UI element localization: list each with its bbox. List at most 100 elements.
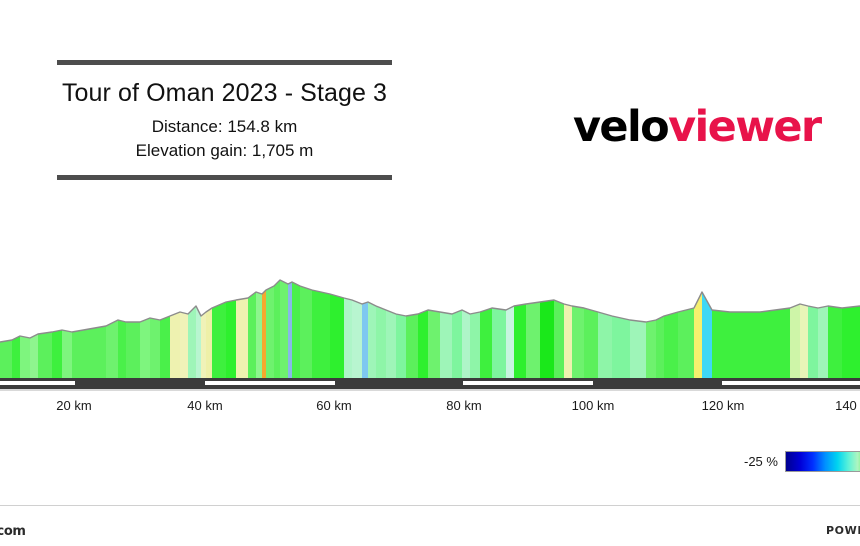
tick-label-2: 60 km bbox=[316, 398, 352, 413]
profile-segment bbox=[760, 308, 790, 378]
profile-segment bbox=[540, 300, 554, 378]
profile-segment bbox=[492, 308, 506, 378]
profile-segment bbox=[646, 320, 656, 378]
profile-segment bbox=[236, 298, 248, 378]
profile-segment bbox=[452, 310, 462, 378]
profile-segment bbox=[30, 334, 38, 378]
profile-segment bbox=[386, 310, 396, 378]
profile-outline-path bbox=[0, 279, 860, 343]
profile-segment bbox=[694, 292, 702, 378]
profile-segment bbox=[702, 292, 712, 378]
profile-segment bbox=[248, 292, 256, 378]
profile-segment bbox=[564, 304, 572, 378]
profile-segment bbox=[396, 314, 406, 378]
veloviewer-logo[interactable]: veloviewer bbox=[573, 106, 822, 149]
profile-segment bbox=[62, 330, 72, 378]
axis-tick-labels: 20 km 40 km 60 km 80 km 100 km 120 km 140 k bbox=[0, 398, 860, 418]
profile-segment bbox=[330, 294, 344, 378]
profile-segment bbox=[180, 312, 188, 378]
profile-segment bbox=[406, 314, 418, 378]
tick-label-5: 120 km bbox=[701, 398, 745, 413]
profile-segment bbox=[188, 306, 196, 378]
axis-underline bbox=[0, 389, 860, 391]
elevation-profile-chart[interactable] bbox=[0, 230, 860, 378]
axis-segment-0 bbox=[0, 381, 75, 385]
profile-segment bbox=[418, 310, 428, 378]
profile-segment bbox=[368, 302, 376, 378]
profile-segment bbox=[292, 282, 300, 378]
profile-segment bbox=[226, 300, 236, 378]
axis-segment-3 bbox=[722, 381, 860, 385]
footer-right-text: POWER bbox=[826, 524, 860, 537]
profile-gradient-bands bbox=[0, 280, 860, 378]
axis-segment-1 bbox=[205, 381, 335, 385]
profile-segment bbox=[52, 330, 62, 378]
profile-segment bbox=[170, 312, 180, 378]
tick-label-6: 140 k bbox=[835, 398, 860, 413]
profile-segment bbox=[656, 316, 664, 378]
profile-segment bbox=[828, 306, 842, 378]
profile-segment bbox=[800, 304, 808, 378]
distance-stat: Distance: 154.8 km bbox=[151, 116, 298, 136]
profile-segment bbox=[274, 280, 280, 378]
profile-segment bbox=[440, 312, 452, 378]
header-rule-top bbox=[57, 60, 392, 65]
profile-segment bbox=[790, 304, 800, 378]
profile-segment bbox=[572, 306, 584, 378]
profile-segment bbox=[288, 282, 292, 378]
profile-segment bbox=[818, 306, 828, 378]
distance-axis-bar bbox=[0, 378, 860, 389]
profile-segment bbox=[160, 316, 170, 378]
profile-segment bbox=[584, 308, 598, 378]
legend-gradient-bar bbox=[784, 450, 860, 472]
tick-label-0: 20 km bbox=[56, 398, 92, 413]
profile-segment bbox=[470, 312, 480, 378]
page-title: Tour of Oman 2023 - Stage 3 bbox=[61, 79, 388, 107]
elevation-gain-stat: Elevation gain: 1,705 m bbox=[135, 140, 314, 160]
profile-segment bbox=[526, 302, 540, 378]
profile-segment bbox=[140, 318, 150, 378]
profile-segment bbox=[12, 336, 20, 378]
footer-divider bbox=[0, 505, 860, 506]
profile-segment bbox=[554, 300, 564, 378]
profile-segment bbox=[730, 312, 760, 378]
logo-text-velo: velo bbox=[573, 102, 670, 152]
profile-segment bbox=[598, 312, 612, 378]
tick-label-3: 80 km bbox=[446, 398, 482, 413]
profile-segment bbox=[630, 320, 646, 378]
profile-segment bbox=[664, 312, 678, 378]
legend-min-label: -25 % bbox=[744, 453, 778, 469]
profile-segment bbox=[312, 290, 330, 378]
profile-segment bbox=[126, 322, 140, 378]
profile-segment bbox=[376, 306, 386, 378]
profile-segment bbox=[462, 310, 470, 378]
profile-segment bbox=[280, 280, 288, 378]
profile-segment bbox=[352, 300, 362, 378]
tick-label-1: 40 km bbox=[187, 398, 223, 413]
tick-label-4: 100 km bbox=[571, 398, 615, 413]
profile-segment bbox=[150, 318, 160, 378]
profile-segment bbox=[612, 316, 630, 378]
profile-segment bbox=[344, 298, 352, 378]
logo-text-viewer: viewer bbox=[668, 102, 822, 152]
profile-segment bbox=[196, 306, 201, 378]
profile-segment bbox=[300, 286, 312, 378]
footer-left-text[interactable]: .com bbox=[0, 524, 26, 539]
profile-segment bbox=[38, 332, 52, 378]
title-wrap: Tour of Oman 2023 - Stage 3 Distance: 15… bbox=[57, 65, 392, 175]
header-block: Tour of Oman 2023 - Stage 3 Distance: 15… bbox=[57, 60, 392, 180]
profile-segment bbox=[480, 308, 492, 378]
profile-segment bbox=[256, 292, 262, 378]
profile-segment bbox=[212, 302, 226, 378]
profile-segment bbox=[266, 286, 274, 378]
elevation-profile-svg bbox=[0, 279, 860, 378]
profile-segment bbox=[428, 310, 440, 378]
profile-segment bbox=[262, 290, 266, 378]
profile-segment bbox=[514, 304, 526, 378]
profile-segment bbox=[362, 302, 368, 378]
profile-segment bbox=[206, 308, 212, 378]
profile-segment bbox=[118, 320, 126, 378]
profile-segment bbox=[506, 306, 514, 378]
profile-segment bbox=[201, 312, 206, 378]
profile-segment bbox=[20, 336, 30, 378]
